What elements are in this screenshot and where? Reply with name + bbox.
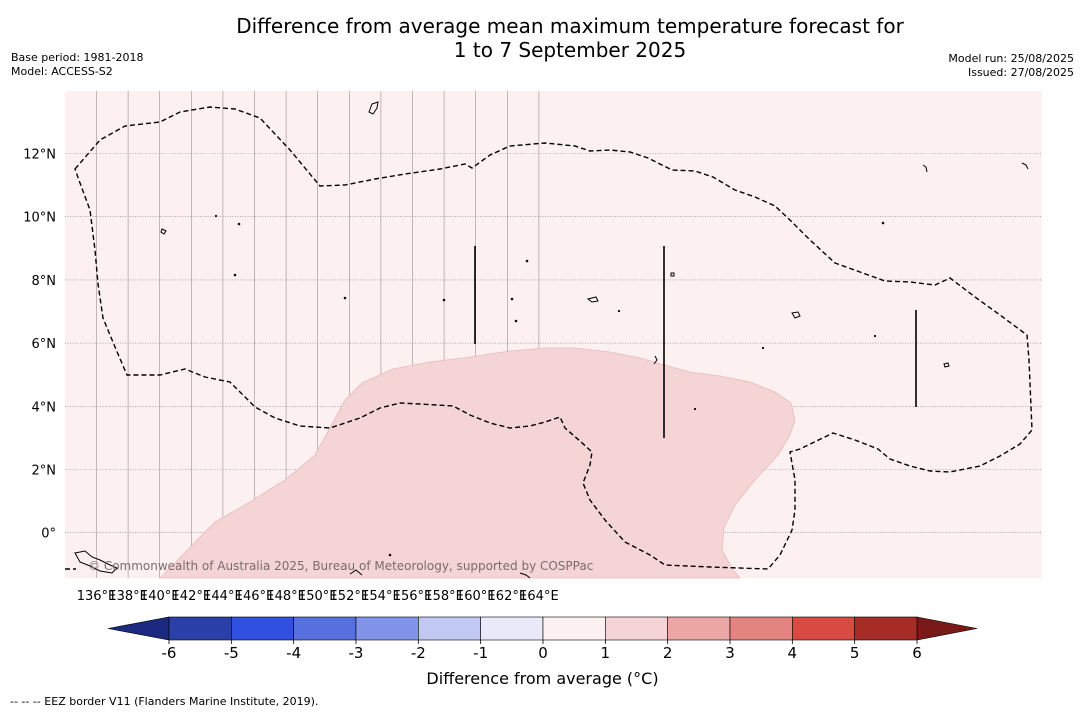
latitude-label: 6°N [32,337,57,352]
islet-7 [525,259,529,263]
longitude-label: 162°E [488,589,528,604]
longitude-label: 158°E [424,589,464,604]
longitude-label: 144°E [203,589,243,604]
island-misc-3 [349,569,363,576]
islet-2 [214,214,218,218]
chart-title: Difference from average mean maximum tem… [0,14,1085,62]
island-pohnpei [791,311,801,319]
longitude-label: 148°E [266,589,306,604]
latitude-labels: 12°N 10°N 8°N 6°N 4°N 2°N 0° [23,148,56,542]
island-new-guinea-coast [74,550,118,574]
latitude-label: 4°N [32,400,57,415]
model-run: Model run: 25/08/2025 [948,52,1074,65]
longitude-label: 152°E [330,589,370,604]
islet-8 [514,319,518,323]
colorbar-tick-label: -6 [162,644,177,662]
title-line-1: Difference from average mean maximum tem… [236,14,904,38]
base-period: Base period: 1981-2018 [11,51,144,64]
islet-6 [510,297,514,301]
islet-3 [233,273,237,277]
colorbar-over-arrow [916,616,978,641]
island-marshall-1 [922,164,928,173]
colorbar-segment [667,616,731,641]
island-misc-2 [519,572,531,579]
longitude-label: 138°E [108,589,148,604]
longitude-label: 140°E [140,589,180,604]
latitude-label: 0° [41,527,56,542]
anomaly-layer [159,347,796,579]
colorbar-segment [231,616,294,641]
islet-11 [693,407,697,411]
anomaly-region-1-to-2 [159,347,796,579]
meta-right: Model run: 25/08/2025 Issued: 27/08/2025 [948,52,1074,80]
latitude-label: 12°N [23,148,56,163]
colorbar-tick-label: -3 [349,644,364,662]
colorbar-tick-label: -2 [411,644,426,662]
island-kosrae [943,362,950,368]
longitude-label: 136°E [77,589,117,604]
longitude-label: 154°E [361,589,401,604]
eez-legend-note: -- -- -- EEZ border V11 (Flanders Marine… [10,695,319,708]
colorbar-tick-label: 4 [788,644,798,662]
colorbar-tick-label: 2 [663,644,673,662]
title-line-2: 1 to 7 September 2025 [453,38,687,62]
colorbar-tick-label: -4 [286,644,301,662]
longitude-labels: 136°E138°E140°E142°E144°E146°E148°E150°E… [77,589,559,604]
island-guam [368,101,379,115]
colorbar-segment [542,616,606,641]
colorbar-tick-label: 5 [850,644,860,662]
copyright-notice: © Commonwealth of Australia 2025, Bureau… [88,559,593,573]
island-outlines [74,101,1029,579]
model-name: Model: ACCESS-S2 [11,65,113,78]
islet-13 [881,221,885,225]
island-marshall-2 [1021,162,1029,170]
eez-borders [65,106,1033,570]
colorbar-segment [168,616,232,641]
colorbar-segment [355,616,419,641]
longitude-label: 164°E [519,589,559,604]
longitude-label: 150°E [298,589,338,604]
colorbar-under-arrow [107,616,170,641]
colorbar-tick-label: 1 [601,644,611,662]
colorbar-tick-label: 6 [912,644,922,662]
latitude-label: 10°N [23,211,56,226]
islet-14 [388,553,392,557]
eez-border-fsm [74,106,1033,570]
island-misc-4 [653,355,658,365]
islet-1 [237,222,241,226]
colorbar-segment [854,616,918,641]
colorbar-tick-label: 3 [725,644,735,662]
colorbar-segment [480,616,544,641]
colorbar-segment [792,616,855,641]
longitude-label: 142°E [172,589,212,604]
longitude-label: 146°E [235,589,275,604]
islet-5 [442,298,446,302]
longitude-label: 156°E [393,589,433,604]
island-misc-1 [670,272,675,277]
colorbar-tick-label: -5 [224,644,239,662]
colorbar-segment [729,616,793,641]
island-yap [160,228,167,235]
colorbar-segment [293,616,357,641]
colorbar-segment [418,616,481,641]
colorbar-tick-label: 0 [538,644,548,662]
latitude-label: 2°N [32,464,57,479]
islet-12 [873,334,877,338]
colorbar-label: Difference from average (°C) [426,669,659,688]
meta-left: Base period: 1981-2018 Model: ACCESS-S2 [11,51,143,79]
islet-10 [761,346,765,350]
islet-4 [343,296,347,300]
issued-date: Issued: 27/08/2025 [967,66,1074,79]
island-chuuk [586,296,599,303]
colorbar-segment [605,616,668,641]
longitude-label: 160°E [456,589,496,604]
colorbar-tick-label: -1 [473,644,488,662]
maritime-boundary-lines [474,246,917,438]
latitude-label: 8°N [32,274,57,289]
colorbar: -6 -5 -4 -3 -2 -1 0 1 2 3 4 5 6 [107,616,978,662]
islet-9 [617,309,621,313]
